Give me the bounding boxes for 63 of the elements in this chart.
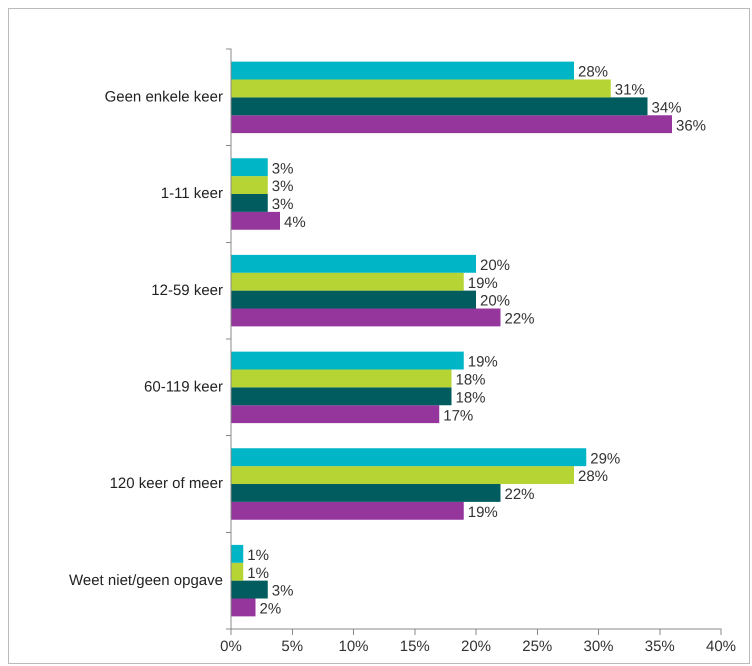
data-label: 3% [272,582,294,600]
bar [232,79,611,98]
bar [232,272,464,291]
data-label: 20% [480,256,510,274]
bar [232,598,256,616]
data-label: 3% [272,178,294,196]
x-tick-label: 5% [281,638,304,656]
x-tick-label: 0% [220,638,242,656]
bar [232,176,268,194]
bar [232,405,440,424]
data-label: 22% [504,486,535,504]
data-label: 1% [247,564,269,582]
data-label: 3% [272,160,294,178]
x-tick-label: 20% [460,638,492,656]
data-label: 22% [504,310,535,328]
bar [232,369,452,388]
bar [232,466,574,484]
data-label: 29% [590,450,620,468]
data-label: 3% [272,196,294,214]
bar [232,562,244,581]
y-tick-label: Geen enkele keer [104,88,223,106]
bar [232,502,464,520]
bar [232,352,464,370]
bar [232,254,476,273]
bar [232,484,500,502]
y-tick-label: Weet niet/geen opgave [68,572,223,589]
data-label: 36% [676,117,706,134]
data-label: 18% [456,389,486,406]
y-tick-label: 12-59 keer [151,282,223,299]
bar [232,62,574,80]
data-label: 19% [468,354,498,371]
data-label: 4% [284,214,306,231]
bar [232,97,648,116]
y-tick-label: 120 keer of meer [110,475,223,492]
data-label: 17% [443,407,474,424]
data-label: 19% [468,274,498,292]
data-label: 34% [652,99,682,116]
bar [232,115,672,134]
bar [232,448,586,466]
bar [232,580,268,599]
data-label: 28% [578,64,608,81]
data-label: 31% [614,82,645,99]
x-tick-label: 30% [583,638,614,656]
bar [232,308,500,326]
bar [232,387,452,406]
data-label: 2% [260,600,282,618]
data-label: 20% [480,292,510,310]
bar [232,212,280,230]
x-tick-label: 35% [644,638,675,656]
bar [232,290,476,309]
data-label: 19% [468,504,498,521]
data-label: 1% [247,546,269,564]
x-tick-label: 40% [706,638,736,656]
bar [232,544,244,563]
x-tick-label: 10% [338,638,369,656]
x-tick-label: 15% [400,638,430,656]
y-tick-label: 60-119 keer [144,378,223,396]
data-label: 18% [456,372,486,389]
x-tick-label: 25% [522,638,552,656]
bar [232,194,268,212]
y-tick-label: 1-11 keer [160,185,223,202]
bar [232,158,268,176]
data-label: 28% [578,468,608,486]
